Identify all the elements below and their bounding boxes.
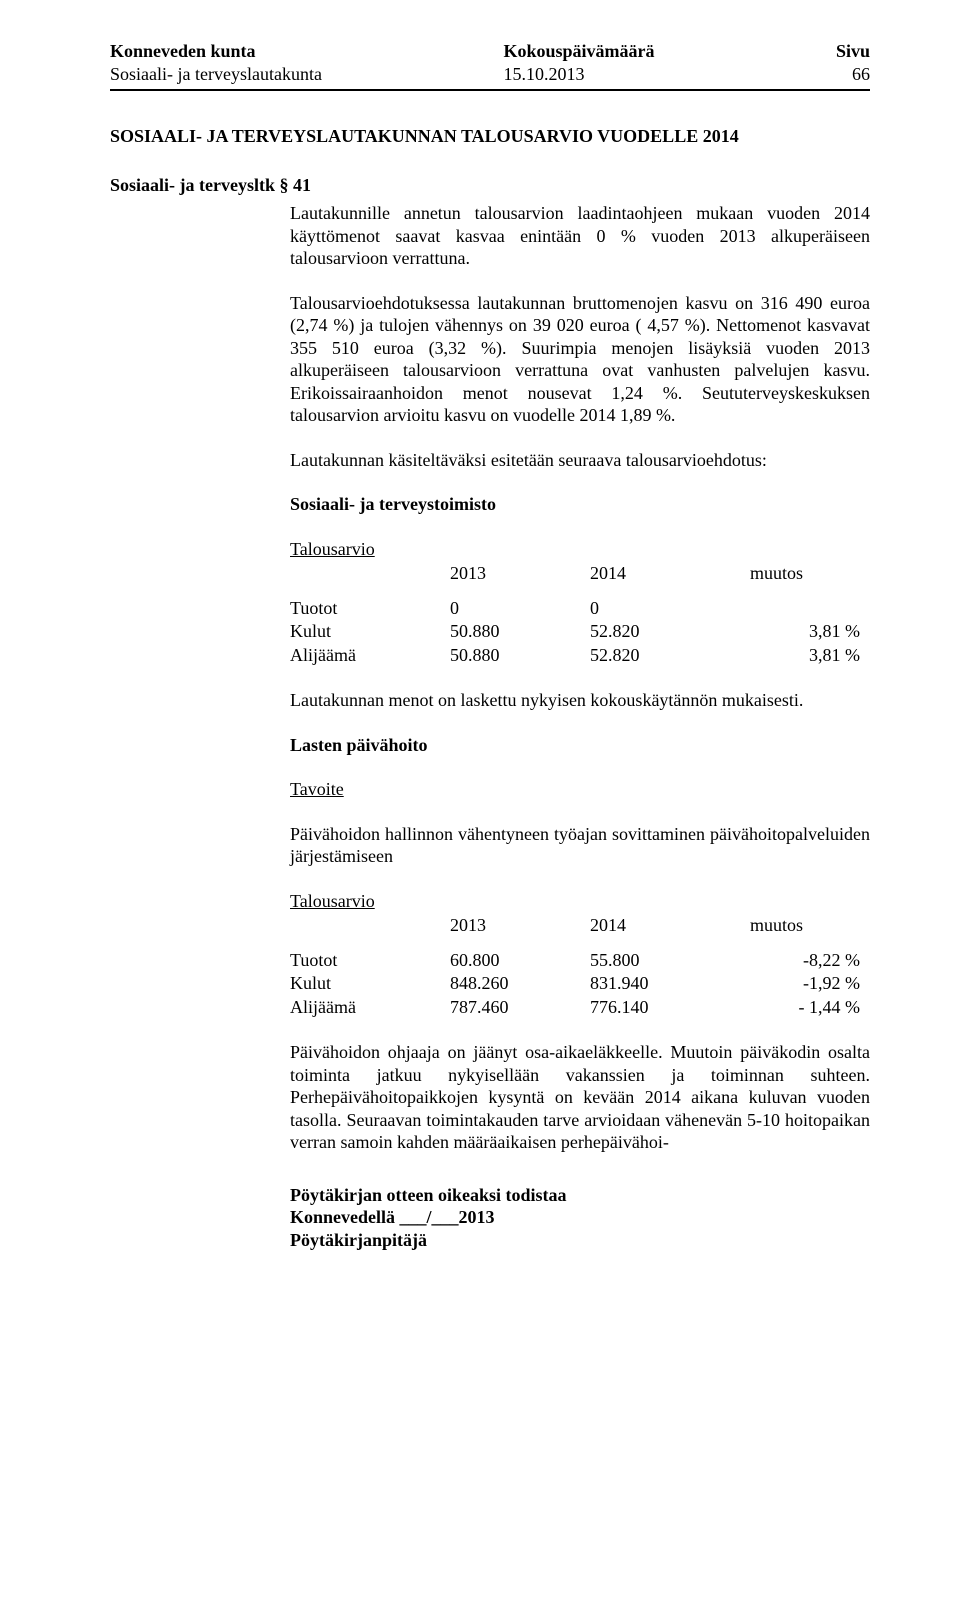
row-chg: 3,81 % <box>750 620 860 644</box>
row-v1: 787.460 <box>450 996 590 1020</box>
section2-note: Päivähoidon ohjaaja on jäänyt osa-aikael… <box>290 1041 870 1154</box>
header-mid-label: Kokouspäivämäärä <box>503 40 654 63</box>
row-v1: 50.880 <box>450 620 590 644</box>
col-year2: 2014 <box>590 914 750 949</box>
row-label: Alijäämä <box>290 644 450 668</box>
section2-table-title: Talousarvio <box>290 890 870 913</box>
document-title: SOSIAALI- JA TERVEYSLAUTAKUNNAN TALOUSAR… <box>110 125 870 148</box>
row-v1: 60.800 <box>450 949 590 973</box>
header-page-no: 66 <box>836 63 870 86</box>
col-year1: 2013 <box>450 562 590 597</box>
page-footer: Pöytäkirjan otteen oikeaksi todistaa Kon… <box>290 1184 870 1252</box>
row-chg: -8,22 % <box>750 949 860 973</box>
row-v2: 52.820 <box>590 644 750 668</box>
table-row: Tuotot 0 0 <box>290 597 860 621</box>
row-label: Alijäämä <box>290 996 450 1020</box>
row-v2: 55.800 <box>590 949 750 973</box>
header-date: 15.10.2013 <box>503 63 654 86</box>
section1-note: Lautakunnan menot on laskettu nykyisen k… <box>290 689 870 712</box>
footer-line2: Konnevedellä ___/___2013 <box>290 1206 870 1229</box>
row-v1: 50.880 <box>450 644 590 668</box>
section2-tavoite-text: Päivähoidon hallinnon vähentyneen työaja… <box>290 823 870 868</box>
row-chg: -1,92 % <box>750 972 860 996</box>
agenda-item-ref: Sosiaali- ja terveysltk § 41 <box>110 174 870 197</box>
row-v2: 52.820 <box>590 620 750 644</box>
section2-tavoite-label: Tavoite <box>290 778 870 801</box>
header-board: Sosiaali- ja terveyslautakunta <box>110 63 322 86</box>
intro-para-3: Lautakunnan käsiteltäväksi esitetään seu… <box>290 449 870 472</box>
row-v2: 831.940 <box>590 972 750 996</box>
row-label: Tuotot <box>290 597 450 621</box>
row-chg: - 1,44 % <box>750 996 860 1020</box>
table-row: Tuotot 60.800 55.800 -8,22 % <box>290 949 860 973</box>
row-v1: 848.260 <box>450 972 590 996</box>
section1-table: 2013 2014 muutos Tuotot 0 0 Kulut 50.880… <box>290 562 860 667</box>
footer-line1: Pöytäkirjan otteen oikeaksi todistaa <box>290 1184 870 1207</box>
intro-para-1: Lautakunnille annetun talousarvion laadi… <box>290 202 870 270</box>
table-row: Kulut 50.880 52.820 3,81 % <box>290 620 860 644</box>
page: Konneveden kunta Sosiaali- ja terveyslau… <box>0 0 960 1281</box>
col-change: muutos <box>750 914 860 949</box>
table-header-row: 2013 2014 muutos <box>290 562 860 597</box>
section1-title: Sosiaali- ja terveystoimisto <box>290 493 870 516</box>
table-row: Alijäämä 50.880 52.820 3,81 % <box>290 644 860 668</box>
row-label: Tuotot <box>290 949 450 973</box>
row-label: Kulut <box>290 972 450 996</box>
section2-title: Lasten päivähoito <box>290 734 870 757</box>
table-row: Alijäämä 787.460 776.140 - 1,44 % <box>290 996 860 1020</box>
col-year2: 2014 <box>590 562 750 597</box>
section1-table-title: Talousarvio <box>290 538 870 561</box>
row-v1: 0 <box>450 597 590 621</box>
body: Lautakunnille annetun talousarvion laadi… <box>290 202 870 1154</box>
footer-line3: Pöytäkirjanpitäjä <box>290 1229 870 1252</box>
intro-para-2: Talousarvioehdotuksessa lautakunnan brut… <box>290 292 870 427</box>
row-label: Kulut <box>290 620 450 644</box>
row-chg <box>750 597 860 621</box>
col-change: muutos <box>750 562 860 597</box>
table-header-row: 2013 2014 muutos <box>290 914 860 949</box>
row-chg: 3,81 % <box>750 644 860 668</box>
header-right-label: Sivu <box>836 40 870 63</box>
table-row: Kulut 848.260 831.940 -1,92 % <box>290 972 860 996</box>
row-v2: 0 <box>590 597 750 621</box>
col-year1: 2013 <box>450 914 590 949</box>
page-header: Konneveden kunta Sosiaali- ja terveyslau… <box>110 40 870 91</box>
section2-table: 2013 2014 muutos Tuotot 60.800 55.800 -8… <box>290 914 860 1019</box>
row-v2: 776.140 <box>590 996 750 1020</box>
header-org: Konneveden kunta <box>110 40 322 63</box>
